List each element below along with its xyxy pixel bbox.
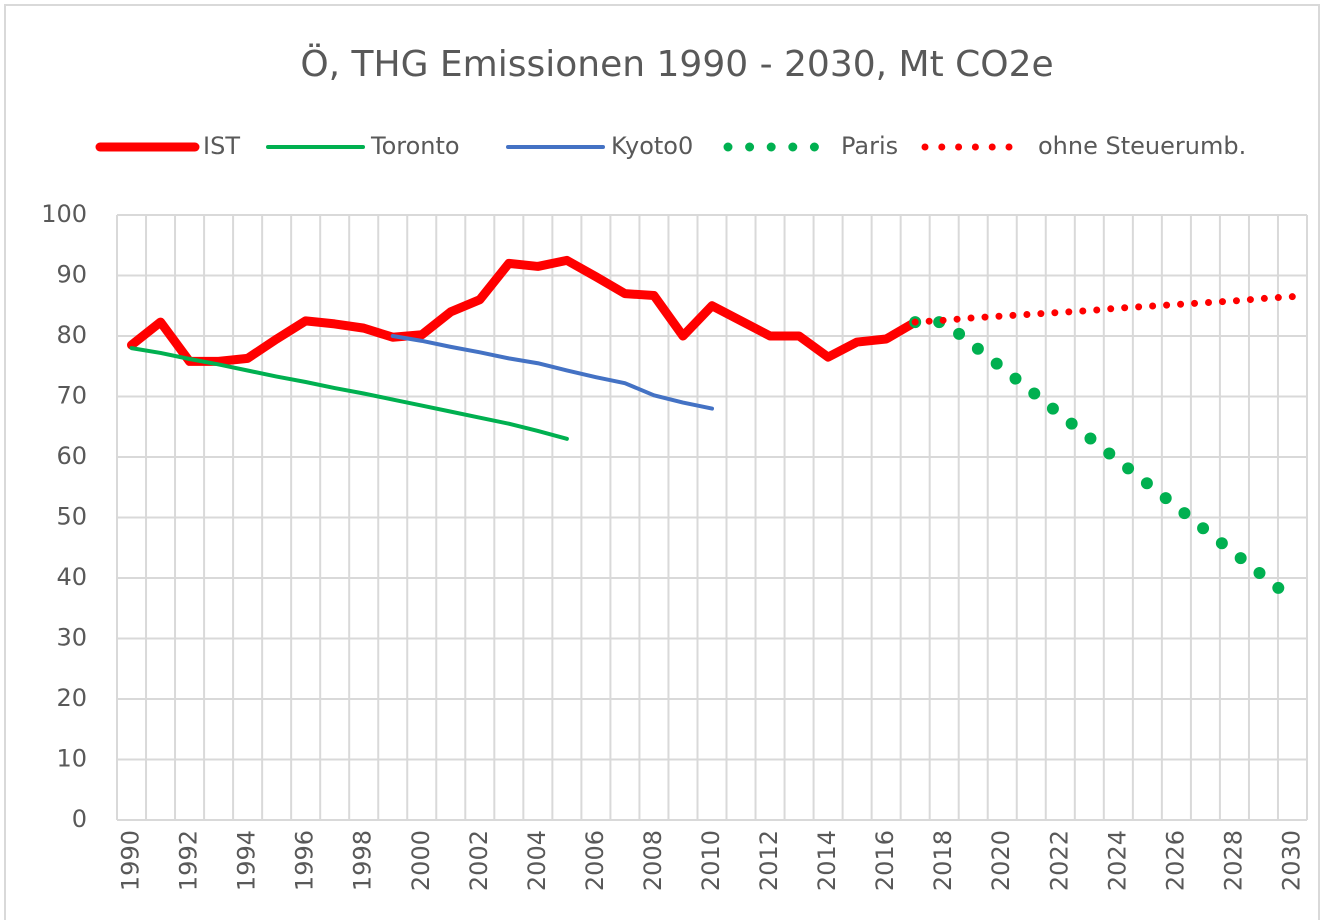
legend-label: Paris bbox=[841, 132, 898, 160]
y-tick-label: 40 bbox=[56, 563, 87, 591]
y-tick-label: 20 bbox=[56, 684, 87, 712]
x-tick-label: 2004 bbox=[523, 830, 551, 891]
x-tick-label: 2030 bbox=[1277, 830, 1305, 891]
chart-border bbox=[4, 4, 1320, 920]
x-tick-label: 2024 bbox=[1103, 830, 1131, 891]
x-tick-label: 2020 bbox=[987, 830, 1015, 891]
y-tick-label: 60 bbox=[56, 442, 87, 470]
x-tick-label: 2008 bbox=[639, 830, 667, 891]
y-tick-label: 0 bbox=[72, 805, 87, 833]
y-tick-label: 10 bbox=[56, 745, 87, 773]
series-line bbox=[390, 334, 714, 411]
y-tick-label: 50 bbox=[56, 503, 87, 531]
x-tick-label: 1994 bbox=[233, 830, 261, 891]
series-line bbox=[909, 316, 1299, 606]
x-tick-label: 2010 bbox=[697, 830, 725, 891]
x-tick-label: 2022 bbox=[1045, 830, 1073, 891]
legend-label: IST bbox=[203, 132, 240, 160]
legend-label: ohne Steuerumb. bbox=[1038, 132, 1246, 160]
x-tick-label: 2028 bbox=[1219, 830, 1247, 891]
x-tick-label: 2006 bbox=[581, 830, 609, 891]
x-tick-label: 2026 bbox=[1161, 830, 1189, 891]
x-tick-label: 1990 bbox=[117, 830, 145, 891]
legend-label: Kyoto0 bbox=[611, 132, 693, 160]
x-tick-label: 2000 bbox=[407, 830, 435, 891]
y-tick-label: 80 bbox=[56, 321, 87, 349]
y-tick-label: 90 bbox=[56, 261, 87, 289]
chart-title: Ö, THG Emissionen 1990 - 2030, Mt CO2e bbox=[300, 43, 1053, 85]
x-tick-label: 1998 bbox=[349, 830, 377, 891]
x-tick-label: 1996 bbox=[291, 830, 319, 891]
x-tick-label: 2016 bbox=[871, 830, 899, 891]
y-tick-label: 70 bbox=[56, 382, 87, 410]
x-tick-label: 2012 bbox=[755, 830, 783, 891]
series-line bbox=[129, 346, 569, 441]
y-tick-label: 100 bbox=[41, 200, 87, 228]
x-tick-label: 2014 bbox=[813, 830, 841, 891]
x-tick-label: 2002 bbox=[465, 830, 493, 891]
x-tick-label: 1992 bbox=[175, 830, 203, 891]
series-line bbox=[127, 255, 920, 366]
y-tick-label: 30 bbox=[56, 624, 87, 652]
x-tick-label: 2018 bbox=[929, 830, 957, 891]
legend-label: Toronto bbox=[370, 132, 460, 160]
